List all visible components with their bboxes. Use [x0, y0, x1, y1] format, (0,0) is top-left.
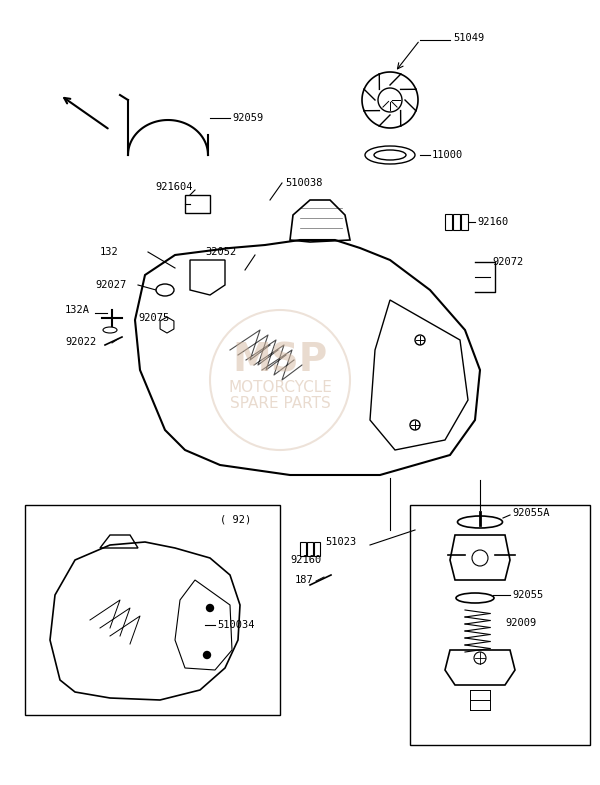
Text: 32052: 32052 [205, 247, 236, 257]
Circle shape [203, 652, 211, 659]
Text: 11000: 11000 [432, 150, 463, 160]
Circle shape [206, 604, 214, 612]
Text: 51049: 51049 [453, 33, 484, 43]
Text: 51023: 51023 [325, 537, 356, 547]
Text: 187: 187 [295, 575, 314, 585]
Text: 510038: 510038 [285, 178, 323, 188]
Text: 510034: 510034 [217, 620, 254, 630]
Bar [300, 542, 306, 556]
Text: 92022: 92022 [65, 337, 96, 347]
Text: 92160: 92160 [477, 217, 508, 227]
Bar [410, 505, 590, 745]
Text: 132: 132 [100, 247, 119, 257]
Text: MOTORCYCLE: MOTORCYCLE [228, 381, 332, 396]
Text: 92055A: 92055A [512, 508, 550, 518]
Text: 921604: 921604 [155, 182, 193, 192]
Bar [461, 214, 468, 230]
Bar [307, 542, 313, 556]
Bar [25, 505, 280, 715]
Text: SPARE PARTS: SPARE PARTS [230, 396, 331, 411]
Bar [453, 214, 460, 230]
Text: 132A: 132A [65, 305, 90, 315]
Text: 92160: 92160 [290, 555, 321, 565]
Text: 92072: 92072 [492, 257, 523, 267]
Text: 92055: 92055 [512, 590, 543, 600]
Text: 92059: 92059 [232, 113, 263, 123]
Bar [185, 195, 210, 213]
Bar [314, 542, 320, 556]
Text: ( 92): ( 92) [220, 515, 251, 525]
Text: MSP: MSP [232, 341, 328, 379]
Text: 92027: 92027 [95, 280, 126, 290]
Text: 92075: 92075 [138, 313, 169, 323]
Bar [445, 214, 452, 230]
Text: 92009: 92009 [505, 618, 536, 628]
